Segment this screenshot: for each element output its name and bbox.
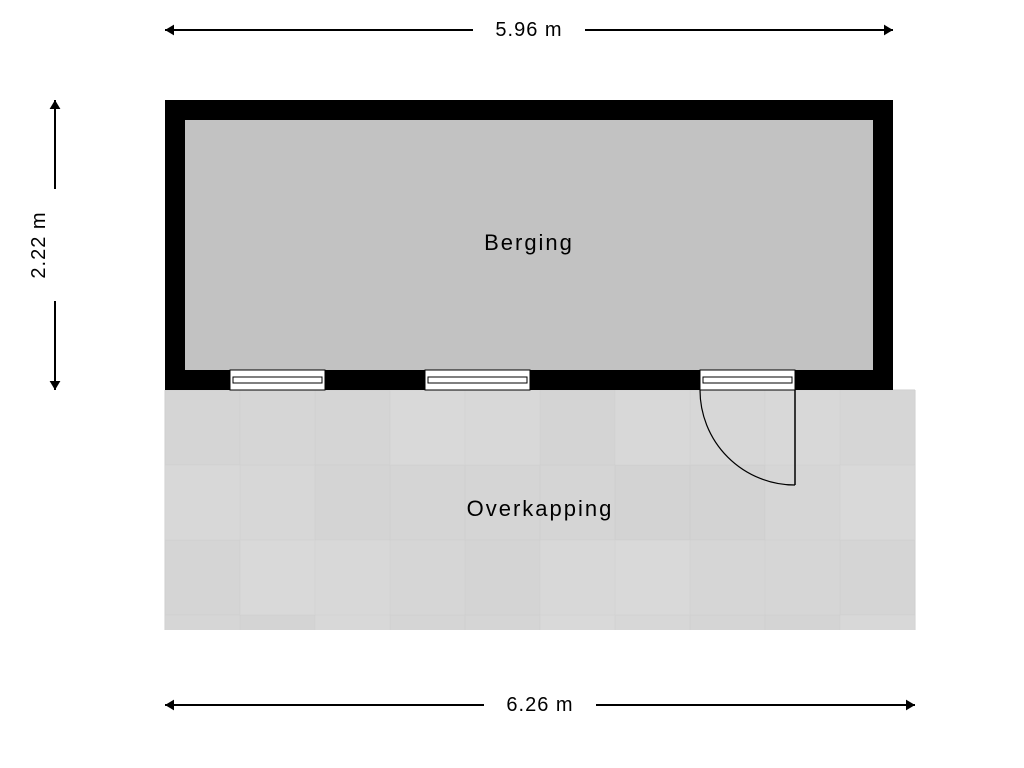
dimension-label: 6.26 m [506,694,573,716]
dimension-label: 5.96 m [495,19,562,41]
dimension-label: 2.22 m [28,211,50,278]
window [425,370,530,390]
door-opening [700,370,795,390]
room-overkapping: Overkapping [165,390,915,630]
wall-top [165,100,893,120]
wall-segment [795,370,825,390]
window [230,370,325,390]
wall-segment [165,370,230,390]
wall-segment [530,370,620,390]
room-label-overkapping: Overkapping [467,496,614,521]
wall-left [165,100,185,390]
room-label-berging: Berging [484,230,574,255]
wall-segment [325,370,425,390]
room-berging: Berging [165,100,893,390]
wall-segment [825,370,893,390]
wall-segment [620,370,700,390]
wall-right [873,100,893,390]
